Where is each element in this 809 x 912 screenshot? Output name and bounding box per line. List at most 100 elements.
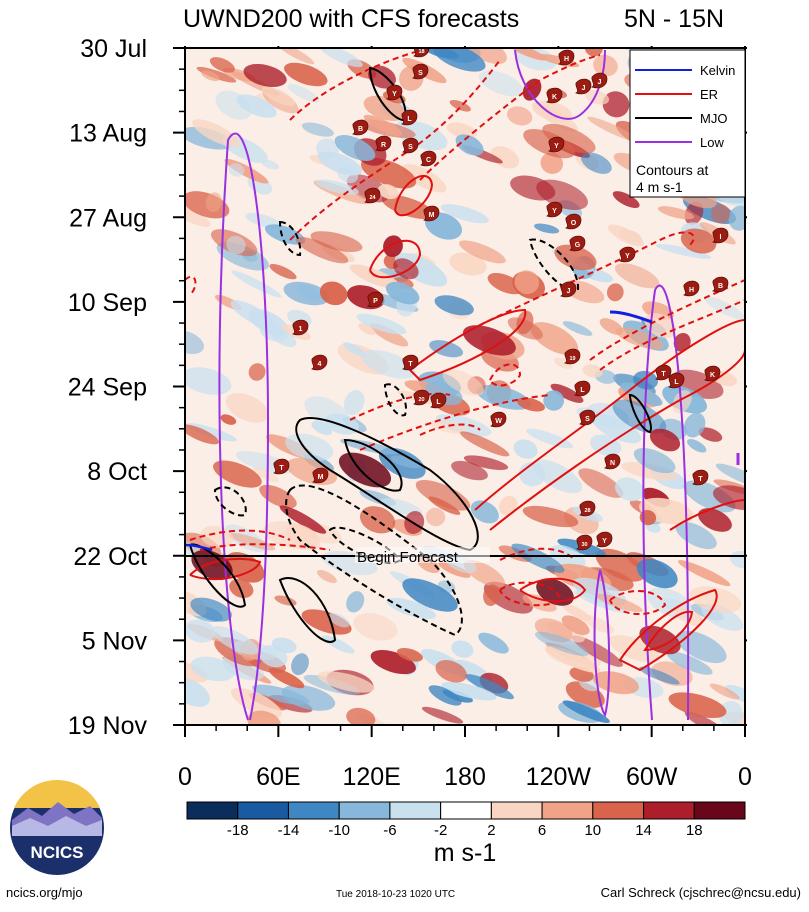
storm-marker-icon — [619, 246, 636, 263]
anomaly-patch — [582, 614, 615, 634]
contour-line — [419, 54, 601, 181]
storm-marker-icon — [364, 187, 381, 204]
contour-line — [589, 279, 745, 361]
anomaly-patch — [285, 433, 334, 461]
y-tick-label: 27 Aug — [69, 204, 147, 232]
anomaly-patch — [517, 397, 545, 412]
storm-marker-label: L — [674, 379, 679, 386]
anomaly-patch — [607, 224, 644, 247]
storm-marker-icon — [402, 137, 419, 154]
anomaly-patch — [718, 701, 743, 725]
anomaly-patch — [287, 84, 320, 103]
anomaly-patch — [689, 586, 742, 613]
anomaly-patch — [550, 383, 584, 403]
storm-marker-label: W — [495, 418, 502, 425]
anomaly-patch — [463, 455, 509, 470]
storm-marker-label: H — [689, 287, 694, 294]
anomaly-patch — [319, 48, 363, 68]
contour-line — [278, 577, 337, 643]
footer-url[interactable]: ncics.org/mjo — [6, 885, 83, 900]
storm-marker: L — [668, 372, 685, 389]
colorbar-tick-label: 18 — [686, 822, 703, 839]
storm-marker: C — [420, 150, 437, 167]
anomaly-patch — [530, 322, 579, 355]
anomaly-patch — [226, 235, 246, 255]
storm-marker: Y — [386, 84, 403, 101]
storm-marker: S — [412, 63, 429, 80]
contour-line — [489, 349, 745, 531]
anomaly-patch — [349, 264, 401, 290]
storm-marker-icon — [683, 280, 700, 297]
anomaly-patch — [698, 427, 723, 442]
anomaly-patch — [381, 194, 435, 220]
storm-marker-label: 28 — [584, 508, 590, 514]
anomaly-patch — [677, 560, 731, 587]
storm-marker-icon — [367, 291, 384, 308]
legend: Kelvin ER MJO Low Contours at4 m s-1 — [629, 49, 746, 198]
anomaly-patch — [295, 237, 349, 264]
anomaly-patch — [185, 205, 211, 227]
anomaly-patch — [483, 584, 501, 606]
storm-marker: H — [558, 49, 575, 66]
colorbar-swatch — [287, 801, 340, 820]
anomaly-patch — [508, 48, 547, 61]
anomaly-patch — [668, 692, 727, 719]
storm-marker-icon — [576, 534, 593, 551]
y-tick-label: 13 Aug — [69, 120, 147, 148]
anomaly-patch — [585, 89, 610, 105]
storm-marker-label: 24 — [369, 195, 376, 201]
anomaly-patch — [429, 340, 464, 358]
colorbar-tick-label: -10 — [328, 822, 350, 839]
storm-marker: S — [402, 137, 419, 154]
colorbar-tick-label: 14 — [635, 822, 652, 839]
anomaly-core — [334, 135, 376, 161]
contour-line — [383, 383, 407, 417]
storm-marker-label: T — [408, 361, 413, 368]
anomaly-patch — [614, 263, 660, 289]
anomaly-patch — [259, 484, 297, 509]
anomaly-patch — [213, 460, 262, 488]
anomaly-patch — [513, 439, 538, 459]
storm-marker-icon — [311, 354, 328, 371]
anomaly-patch — [514, 270, 540, 295]
anomaly-patch — [460, 431, 510, 457]
contour-line — [628, 393, 652, 434]
storm-marker-icon — [579, 409, 596, 426]
anomaly-patch — [301, 609, 352, 635]
anomaly-patch — [190, 597, 232, 622]
anomaly-patch — [606, 283, 624, 302]
storm-marker-label: O — [571, 220, 577, 227]
storm-marker: Y — [596, 531, 613, 548]
contour-layer — [185, 48, 745, 721]
storm-marker-icon — [712, 227, 729, 244]
anomaly-patch — [356, 313, 407, 335]
storm-marker-icon — [560, 281, 577, 298]
storm-marker-label: B — [358, 126, 363, 133]
anomaly-patch — [269, 328, 297, 348]
anomaly-patch — [593, 54, 618, 77]
storm-marker-icon — [490, 411, 507, 428]
legend-label-er: ER — [700, 87, 718, 102]
anomaly-patch — [522, 78, 542, 101]
anomaly-patch — [673, 332, 691, 352]
anomaly-patch — [268, 667, 305, 689]
storm-marker-label: H — [564, 56, 569, 63]
colorbar-swatch — [440, 801, 492, 820]
storm-marker-label: 18 — [418, 49, 424, 55]
storm-marker: 20 — [413, 389, 430, 406]
storm-marker: L — [574, 380, 591, 397]
y-tick-label: 22 Oct — [73, 543, 147, 571]
forecast-label: Begin Forecast — [357, 549, 459, 566]
anomaly-patch — [525, 428, 574, 449]
anomaly-patch — [428, 685, 462, 706]
storm-marker-icon — [401, 109, 418, 126]
anomaly-patch — [343, 390, 365, 415]
storm-marker-icon — [655, 364, 672, 381]
anomaly-patch — [543, 390, 565, 411]
anomaly-patch — [185, 660, 208, 683]
storm-marker: H — [683, 280, 700, 297]
storm-marker-label: J — [582, 85, 586, 92]
storm-marker: L — [430, 392, 447, 409]
storm-marker-label: N — [610, 460, 615, 467]
ncics-logo[interactable]: NCICS — [10, 779, 104, 875]
